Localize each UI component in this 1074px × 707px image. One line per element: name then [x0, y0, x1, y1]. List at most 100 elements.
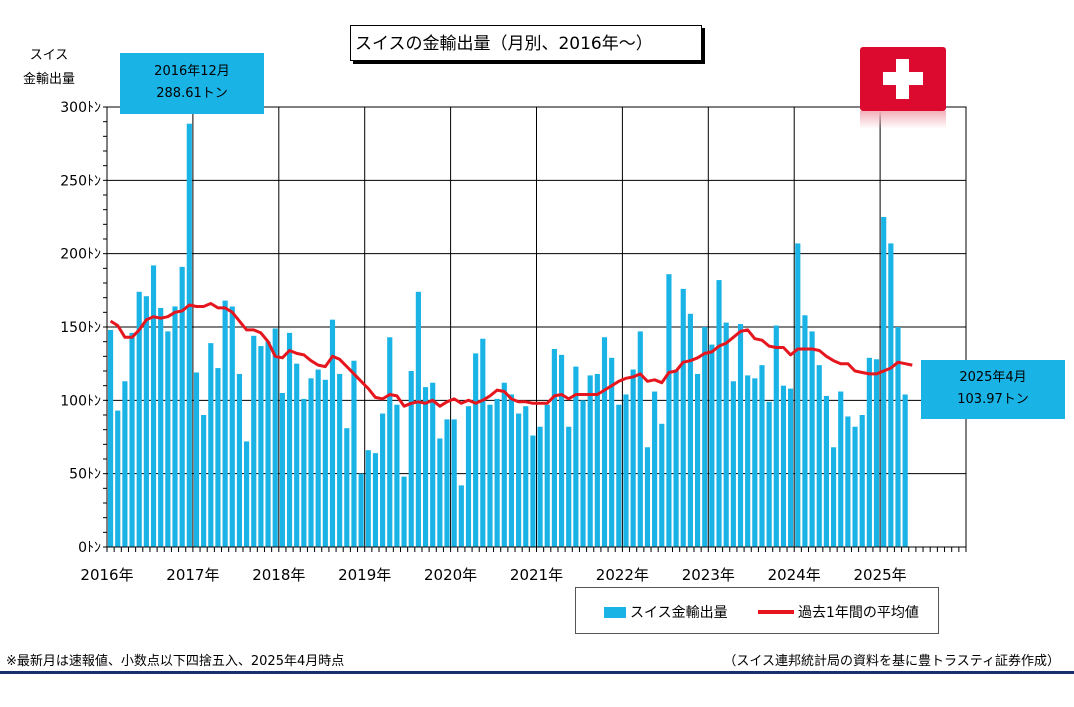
bar	[652, 391, 658, 547]
bar	[895, 327, 901, 547]
bar	[308, 378, 314, 547]
bar	[637, 331, 643, 547]
bar	[716, 280, 722, 547]
bar	[108, 329, 114, 547]
bar	[809, 331, 815, 547]
bar	[315, 369, 321, 547]
bar	[480, 338, 486, 547]
bar	[415, 291, 421, 547]
bar	[558, 354, 565, 547]
x-tick-label: 2019年	[338, 566, 391, 584]
bar	[687, 313, 693, 547]
bar	[852, 426, 858, 547]
average-line-series	[109, 302, 913, 408]
bar	[322, 379, 328, 547]
y-tick-label: 100ﾄﾝ	[60, 393, 101, 409]
bar	[859, 415, 865, 547]
bar	[380, 413, 386, 547]
bar	[136, 291, 142, 547]
bar	[265, 341, 271, 547]
bar	[186, 123, 192, 548]
bar	[143, 296, 149, 547]
bar	[694, 373, 701, 547]
flag-cross-vertical	[896, 59, 909, 99]
bar	[129, 332, 135, 547]
bar-series	[108, 123, 908, 548]
bar	[594, 373, 600, 547]
bar	[573, 366, 579, 547]
bar	[659, 423, 665, 547]
flag-reflection	[860, 111, 946, 129]
plot-frame	[106, 106, 967, 548]
axes	[103, 106, 967, 552]
y-tick-labels: 0ﾄﾝ 50ﾄﾝ 100ﾄﾝ 150ﾄﾝ 200ﾄﾝ 250ﾄﾝ 300ﾄﾝ	[60, 100, 101, 556]
bar	[508, 394, 515, 547]
bar	[122, 381, 128, 547]
bar	[830, 447, 837, 547]
bar	[408, 371, 414, 547]
bar	[473, 353, 479, 547]
bar	[630, 369, 636, 547]
bar	[487, 404, 493, 547]
bar	[866, 357, 872, 547]
bar	[244, 441, 250, 547]
bar	[709, 344, 715, 547]
bar	[222, 300, 228, 547]
bar	[115, 410, 121, 547]
bar	[258, 346, 264, 547]
latest-callout-value: 103.97トン	[957, 392, 1029, 407]
latest-callout: 2025年4月 103.97トン	[921, 360, 1065, 419]
bar	[773, 325, 779, 547]
bar	[623, 394, 629, 547]
y-tick-label: 300ﾄﾝ	[60, 100, 101, 116]
bar	[601, 337, 608, 547]
bar	[723, 322, 729, 547]
swiss-flag-icon	[860, 47, 946, 111]
bar	[644, 447, 651, 547]
x-tick-label: 2022年	[596, 566, 649, 584]
bar	[236, 373, 243, 547]
bar	[401, 476, 407, 547]
x-tick-label: 2023年	[682, 566, 735, 584]
legend-bar-label: スイス金輸出量	[630, 605, 728, 621]
bar	[208, 343, 214, 547]
legend-line-swatch	[758, 610, 794, 614]
x-tick-label: 2018年	[252, 566, 305, 584]
x-tick-label: 2024年	[768, 566, 821, 584]
legend-line-label: 過去1年間の平均値	[798, 605, 919, 621]
bar	[766, 401, 772, 547]
bar	[465, 406, 472, 547]
bar	[172, 306, 178, 547]
bar	[838, 391, 844, 547]
peak-callout-value: 288.61トン	[156, 86, 228, 101]
bar	[286, 332, 293, 547]
bar	[609, 357, 615, 547]
bar	[229, 306, 235, 547]
bar	[444, 419, 450, 547]
bar	[551, 349, 557, 547]
bar	[158, 307, 164, 547]
x-tick-label: 2017年	[166, 566, 219, 584]
bar	[788, 388, 794, 547]
bar	[616, 404, 622, 547]
bar	[365, 450, 371, 547]
x-tick-labels: 2016年 2017年 2018年 2019年 2020年 2021年 2022年 2023年…	[80, 566, 906, 584]
latest-callout-date: 2025年4月	[959, 370, 1027, 385]
bar	[537, 426, 543, 547]
bar	[344, 428, 350, 547]
legend-bar-swatch	[604, 607, 626, 618]
chart-title: スイスの金輸出量（月別、2016年～）	[350, 25, 702, 61]
bar	[150, 265, 157, 547]
bar	[881, 217, 887, 547]
bar	[201, 415, 207, 547]
bar	[802, 315, 808, 547]
bar	[451, 419, 457, 547]
bar	[816, 365, 822, 547]
y-axis-label-line1: スイス	[29, 48, 69, 63]
bar	[179, 266, 185, 547]
bar	[337, 373, 343, 547]
bar	[745, 375, 751, 547]
bar	[437, 438, 443, 547]
bar	[780, 385, 787, 547]
